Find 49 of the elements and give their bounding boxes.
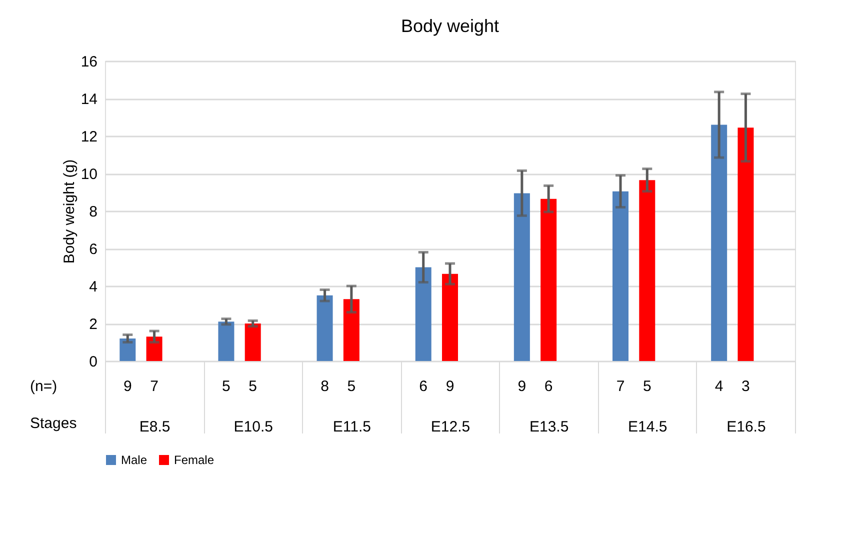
chart-title: Body weight: [400, 16, 500, 36]
x-tick-label: E11.5: [332, 418, 371, 436]
y-tick-label: 10: [80, 166, 98, 183]
bar: [120, 338, 136, 361]
y-tick-label: 6: [89, 241, 98, 258]
bar: [244, 324, 261, 361]
text: 3: [742, 378, 750, 395]
text: 9: [123, 378, 132, 395]
y-tick-label: 4: [89, 278, 98, 296]
x-tick-label: E16.5: [726, 418, 766, 436]
x-tick-label: E10.5: [234, 418, 273, 436]
legend-label: Male: [121, 453, 148, 467]
bar: [316, 295, 333, 361]
bar: [738, 128, 754, 361]
bar: [514, 193, 530, 361]
bar: [415, 267, 432, 361]
y-tick-label: 2: [89, 316, 98, 333]
text: 4: [714, 378, 724, 395]
bar: [442, 274, 458, 361]
legend-label: Female: [174, 453, 214, 467]
x-tick-label: E8.5: [139, 418, 170, 436]
y-tick-label: 0: [89, 354, 98, 370]
bar: [146, 336, 162, 361]
x-tick-label: E14.5: [628, 418, 668, 436]
bar: [540, 198, 557, 361]
y-tick-label: 16: [80, 54, 98, 70]
x-tick-label: E12.5: [430, 418, 470, 436]
text: (n=): [30, 378, 58, 395]
text: 5: [347, 378, 356, 395]
x-axis-title: Stages: [30, 415, 77, 432]
text: 6: [544, 378, 553, 395]
text: 7: [616, 378, 625, 395]
text: 6: [419, 378, 428, 395]
bar: [639, 180, 656, 361]
text: 5: [222, 378, 230, 395]
text: 5: [642, 378, 652, 395]
bar: [612, 191, 628, 361]
text: 7: [150, 378, 158, 395]
y-tick-label: 14: [80, 91, 98, 108]
y-axis-title: Body weight (g): [60, 159, 78, 264]
text: 5: [248, 378, 258, 395]
text: 8: [320, 378, 329, 395]
y-tick-label: 8: [89, 204, 98, 220]
x-tick-label: E13.5: [529, 418, 569, 436]
bar: [711, 124, 728, 361]
text: 9: [446, 378, 454, 395]
bar: [343, 299, 360, 361]
text: 9: [518, 378, 526, 395]
y-tick-label: 12: [80, 128, 98, 146]
